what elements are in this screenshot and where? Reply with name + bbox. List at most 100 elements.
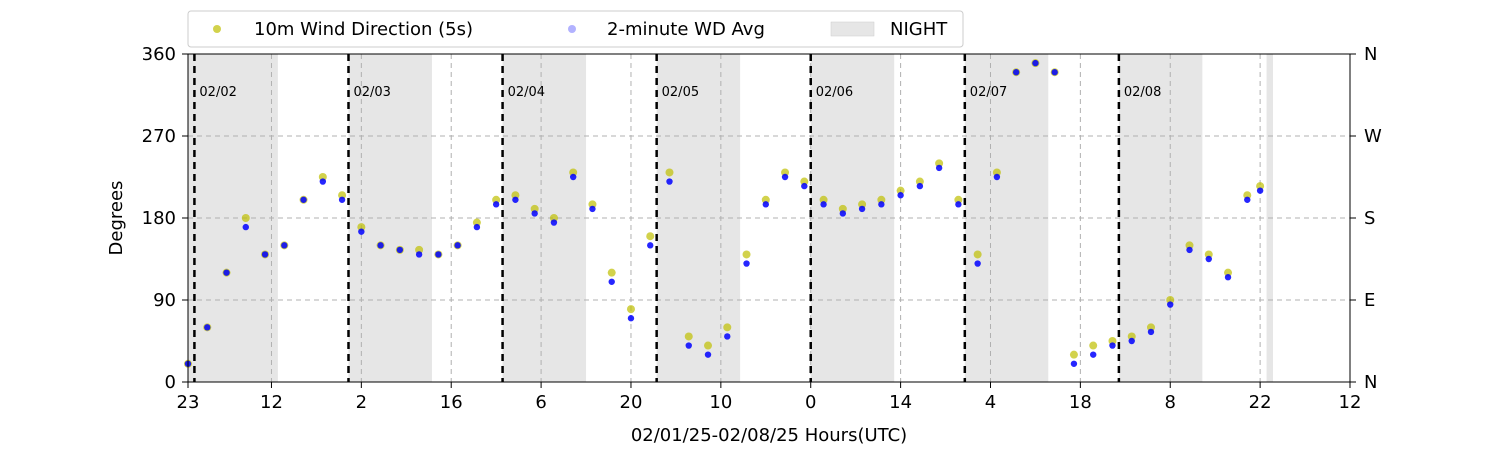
data-point — [935, 164, 943, 172]
data-point — [1244, 196, 1251, 203]
data-point — [608, 278, 615, 285]
grid-lines — [188, 54, 1350, 382]
x-axis: 23 12 2 16 6 20 10 0 14 4 18 8 22 12 — [177, 382, 1362, 413]
data-point — [319, 178, 327, 185]
data-point — [281, 242, 288, 249]
x-tick-label: 12 — [1339, 392, 1362, 413]
data-point — [626, 305, 635, 314]
data-point — [549, 214, 558, 222]
y-tick-label: 0 — [165, 372, 176, 393]
legend-label-night: NIGHT — [890, 19, 948, 40]
data-point — [743, 260, 750, 267]
data-point — [261, 251, 269, 258]
x-tick-label: 22 — [1249, 392, 1272, 413]
data-point — [588, 200, 597, 209]
x-tick-label: 14 — [889, 392, 912, 413]
data-point — [1032, 59, 1039, 67]
data-point — [839, 210, 847, 217]
day-marker-label: 02/06 — [816, 85, 853, 100]
data-point — [1070, 360, 1078, 367]
data-point — [974, 260, 981, 267]
data-point — [858, 200, 867, 209]
legend-label-wd-avg: 2-minute WD Avg — [607, 19, 765, 40]
data-point — [511, 191, 520, 200]
data-point — [762, 201, 769, 208]
data-point — [819, 195, 828, 204]
data-point — [1128, 337, 1135, 345]
data-point — [1224, 274, 1232, 281]
data-point — [492, 201, 500, 208]
data-point — [916, 182, 924, 190]
day-marker-label: 02/07 — [970, 85, 1007, 100]
legend: 10m Wind Direction (5s) 2-minute WD Avg … — [187, 10, 964, 48]
y2-tick-label: W — [1364, 126, 1382, 147]
data-point — [915, 177, 924, 186]
data-point — [665, 168, 674, 177]
y-tick-label: 90 — [153, 290, 176, 311]
day-marker-label: 02/05 — [662, 85, 699, 100]
data-point — [300, 196, 307, 203]
data-point — [896, 186, 905, 195]
data-point — [396, 246, 404, 254]
x-tick-label: 10 — [709, 392, 732, 413]
data-point — [992, 168, 1001, 177]
data-point — [512, 196, 519, 203]
day-marker-label: 02/03 — [353, 85, 390, 100]
x-tick-label: 12 — [260, 392, 283, 413]
data-point — [954, 195, 963, 204]
data-point — [781, 168, 790, 177]
x-tick-label: 18 — [1069, 392, 1092, 413]
legend-swatch-night — [830, 21, 875, 37]
data-point — [569, 173, 577, 181]
data-point — [338, 191, 347, 200]
series-1 — [184, 59, 1264, 367]
y-tick-label: 270 — [142, 126, 176, 147]
data-point — [318, 173, 327, 181]
data-point — [358, 228, 365, 235]
data-point — [878, 201, 885, 208]
data-point — [1256, 187, 1264, 194]
x-tick-label: 20 — [620, 392, 643, 413]
data-point — [724, 333, 731, 340]
data-point — [530, 204, 539, 213]
data-point — [1108, 337, 1117, 345]
data-point — [377, 242, 384, 249]
legend-label-wind-direction: 10m Wind Direction (5s) — [254, 19, 473, 40]
data-point — [589, 205, 596, 213]
data-point — [1204, 250, 1213, 259]
data-point — [607, 268, 616, 277]
data-point — [781, 173, 789, 181]
legend-marker-wind-direction — [213, 25, 221, 33]
data-point — [704, 341, 713, 350]
data-point — [204, 324, 211, 331]
day-markers: 02/02 02/03 02/04 02/05 02/06 02/07 02/08 — [193, 54, 1161, 382]
data-point — [935, 159, 944, 168]
y-axis: 0 90 180 270 360 — [142, 44, 188, 393]
y2-tick-label: E — [1364, 290, 1375, 311]
data-point — [685, 342, 692, 349]
data-point — [704, 351, 712, 358]
data-point — [742, 250, 751, 259]
legend-marker-wd-avg — [568, 25, 576, 33]
data-point — [569, 168, 578, 177]
data-point — [973, 250, 982, 259]
x-tick-label: 16 — [440, 392, 463, 413]
x-axis-label: 02/01/25-02/08/25 Hours(UTC) — [631, 425, 907, 446]
data-point — [357, 223, 366, 232]
data-point — [858, 205, 866, 213]
data-point — [800, 177, 809, 186]
y-tick-label: 180 — [142, 208, 176, 229]
data-point — [723, 323, 732, 332]
y2-tick-label: N — [1364, 44, 1377, 65]
data-point — [1089, 341, 1098, 350]
y2-tick-label: S — [1364, 208, 1375, 229]
data-point — [1167, 301, 1174, 308]
data-point — [415, 245, 424, 254]
x-tick-label: 4 — [985, 392, 996, 413]
data-point — [531, 210, 538, 217]
data-point — [761, 195, 770, 204]
data-point — [1185, 241, 1194, 250]
data-point — [820, 201, 827, 208]
data-point — [1147, 328, 1155, 336]
